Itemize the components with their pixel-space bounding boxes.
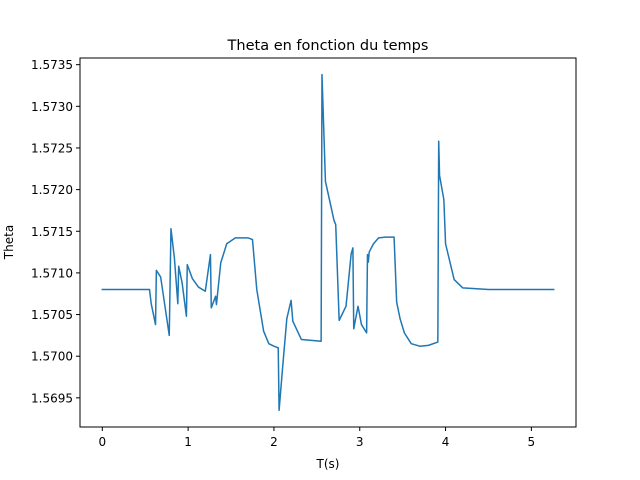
- chart-title: Theta en fonction du temps: [227, 38, 429, 54]
- x-tick-label: 3: [356, 435, 364, 449]
- series-line-0: [101, 73, 555, 412]
- y-axis-label: Theta: [2, 225, 16, 260]
- axes-frame: [79, 57, 577, 428]
- y-tick-label: 1.5700: [31, 350, 73, 364]
- plot-area: 0 1 2 3 4 5 1.5695 1.5700 1.5705 1.5710 1.5715 1.57…: [31, 57, 577, 449]
- x-axis-label: T(s): [316, 457, 340, 471]
- y-tick-label: 1.5715: [31, 225, 73, 239]
- x-tick-label: 4: [442, 435, 450, 449]
- y-tick-label: 1.5730: [31, 100, 73, 114]
- y-tick-label: 1.5705: [31, 308, 73, 322]
- y-tick-label: 1.5735: [31, 58, 73, 72]
- x-tick-label: 0: [98, 435, 106, 449]
- y-tick-label: 1.5710: [31, 266, 73, 280]
- x-tick-label: 5: [528, 435, 536, 449]
- y-tick-label: 1.5725: [31, 141, 73, 155]
- ticks-layer: 0 1 2 3 4 5 1.5695 1.5700 1.5705 1.5710 1.5715 1.57…: [31, 58, 535, 449]
- series-layer: [101, 73, 555, 412]
- x-tick-label: 2: [270, 435, 278, 449]
- x-tick-label: 1: [184, 435, 192, 449]
- y-tick-label: 1.5695: [31, 391, 73, 405]
- y-tick-label: 1.5720: [31, 183, 73, 197]
